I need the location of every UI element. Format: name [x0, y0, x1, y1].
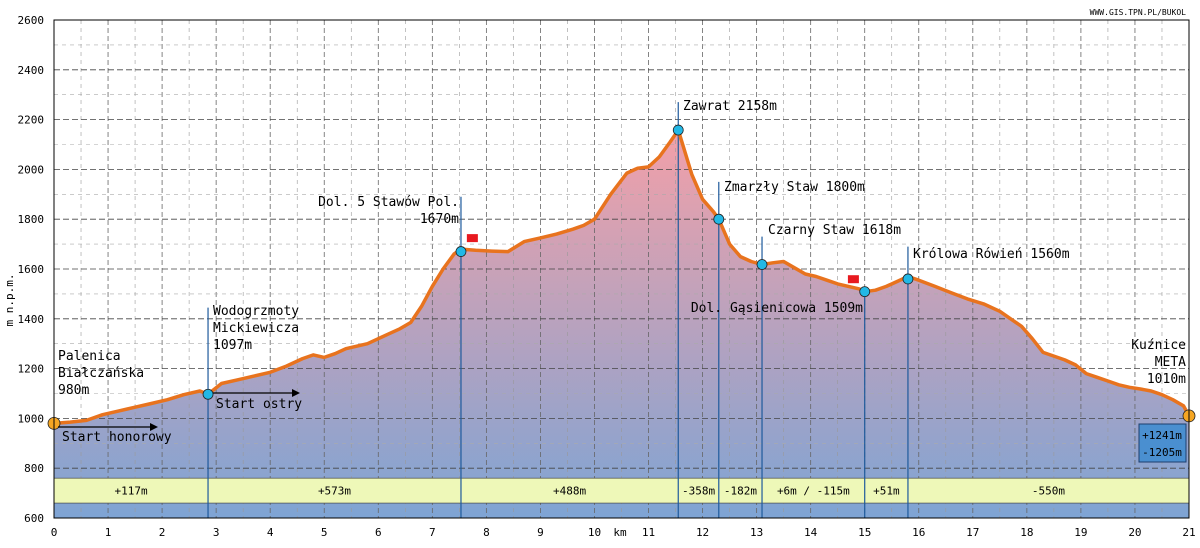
x-tick-label: 14 [804, 526, 818, 539]
waypoint-marker [672, 124, 684, 136]
waypoint-marker [713, 213, 725, 225]
segment-label: -182m [724, 485, 757, 498]
waypoint-label: Zmarzły Staw 1800m [724, 180, 865, 195]
waypoint-label: 1097m [213, 338, 252, 353]
total-up-label: +1241m [1142, 429, 1182, 442]
waypoint-marker [202, 388, 214, 400]
x-tick-label: 11 [642, 526, 655, 539]
waypoint-label: 1670m [420, 212, 459, 227]
x-tick-label: 17 [966, 526, 979, 539]
segment-label: +117m [114, 485, 147, 498]
segment-band [53, 477, 1190, 504]
y-tick-label: 2000 [18, 163, 45, 176]
segment-label: +51m [873, 485, 900, 498]
waypoint-marker [902, 273, 914, 285]
x-axis-label: km [613, 526, 627, 539]
y-tick-label: 1800 [18, 213, 45, 226]
y-tick-label: 1600 [18, 263, 45, 276]
segment-label: -358m [682, 485, 715, 498]
y-axis-label: m n.p.m. [3, 274, 16, 327]
waypoint-label: Palenica [58, 349, 121, 364]
x-tick-label: 7 [429, 526, 436, 539]
x-tick-label: 6 [375, 526, 382, 539]
x-tick-label: 0 [51, 526, 58, 539]
x-tick-label: 1 [105, 526, 112, 539]
x-tick-label: 9 [537, 526, 544, 539]
x-tick-label: 15 [858, 526, 871, 539]
y-tick-label: 800 [24, 462, 44, 475]
waypoint-label: 1010m [1147, 372, 1186, 387]
y-tick-label: 2400 [18, 64, 45, 77]
y-tick-label: 2200 [18, 114, 45, 127]
x-tick-label: 21 [1182, 526, 1195, 539]
y-tick-label: 1200 [18, 363, 45, 376]
waypoint-label: Dol. Gąsienicowa 1509m [691, 301, 863, 316]
x-tick-label: 5 [321, 526, 328, 539]
x-tick-label: 4 [267, 526, 274, 539]
waypoint-label: Wodogrzmoty [213, 304, 299, 319]
segment-label: +488m [553, 485, 586, 498]
y-tick-label: 2600 [18, 14, 45, 27]
x-tick-label: 13 [750, 526, 763, 539]
segment-label: +6m / -115m [777, 485, 850, 498]
waypoint-label: Kuźnice [1131, 338, 1186, 353]
waypoint-label: Dol. 5 Stawów Pol. [318, 195, 459, 210]
y-tick-label: 1400 [18, 313, 45, 326]
start-honorowy-arrow-head [150, 423, 158, 431]
plot-frame [53, 19, 1190, 519]
x-tick-label: 18 [1020, 526, 1033, 539]
segment-label: -550m [1032, 485, 1065, 498]
waypoint-label: Białczańska [58, 366, 144, 381]
x-tick-label: 19 [1074, 526, 1087, 539]
waypoint-label: META [1155, 355, 1186, 370]
shelter-flag-icon [466, 234, 478, 243]
waypoint-marker [859, 286, 871, 298]
y-tick-label: 1000 [18, 412, 45, 425]
y-tick-label: 600 [24, 512, 44, 525]
shelter-flag-icon [847, 275, 859, 284]
source-label: WWW.GIS.TPN.PL/BUKOL [1090, 8, 1187, 17]
waypoint-label: 980m [58, 383, 89, 398]
elevation-line [53, 128, 1191, 426]
waypoint-marker [756, 259, 768, 270]
waypoint-label: Mickiewicza [213, 321, 299, 336]
totals-box [1138, 423, 1187, 463]
segment-label: +573m [318, 485, 351, 498]
start-honorowy-label: Start honorowy [62, 430, 172, 445]
waypoint-label: Królowa Rówień 1560m [913, 247, 1070, 262]
x-tick-label: 8 [483, 526, 490, 539]
x-tick-label: 10 [588, 526, 601, 539]
x-tick-label: 20 [1128, 526, 1141, 539]
x-tick-label: 2 [159, 526, 166, 539]
x-tick-label: 3 [213, 526, 220, 539]
start-ostry-label: Start ostry [216, 397, 302, 412]
waypoint-label: Czarny Staw 1618m [768, 223, 901, 238]
start-ostry-arrow-head [292, 389, 300, 397]
total-down-label: -1205m [1142, 446, 1182, 459]
x-tick-label: 12 [696, 526, 709, 539]
waypoint-marker [455, 246, 467, 257]
waypoint-label: Zawrat 2158m [683, 99, 777, 114]
x-tick-label: 16 [912, 526, 925, 539]
